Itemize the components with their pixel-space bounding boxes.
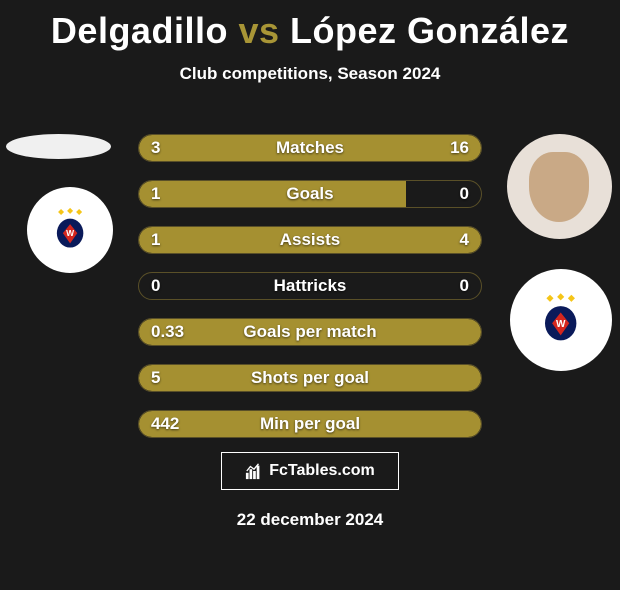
stat-label: Goals per match (139, 319, 481, 345)
stat-label: Goals (139, 181, 481, 207)
player2-club-crest: W (510, 269, 612, 371)
player2-name: López González (290, 10, 569, 51)
stat-row: 316Matches (138, 134, 482, 162)
stat-label: Matches (139, 135, 481, 161)
comparison-title: Delgadillo vs López González (0, 10, 620, 52)
stat-row: 14Assists (138, 226, 482, 254)
stat-label: Min per goal (139, 411, 481, 437)
player1-avatar (6, 134, 111, 159)
stat-row: 5Shots per goal (138, 364, 482, 392)
subtitle: Club competitions, Season 2024 (0, 64, 620, 84)
vs-text: vs (238, 10, 279, 51)
stat-row: 0.33Goals per match (138, 318, 482, 346)
club-crest-icon: W (532, 294, 589, 341)
date-text: 22 december 2024 (0, 510, 620, 530)
brand-logo-icon (245, 462, 263, 480)
stat-label: Shots per goal (139, 365, 481, 391)
player1-name: Delgadillo (51, 10, 228, 51)
player1-club-crest: W (27, 187, 113, 273)
stat-bars: 316Matches 10Goals 14Assists 00Hattricks 0.3… (138, 134, 482, 456)
stat-row: 10Goals (138, 180, 482, 208)
svg-text:W: W (66, 228, 74, 238)
stat-label: Assists (139, 227, 481, 253)
brand-badge: FcTables.com (221, 452, 399, 490)
player2-avatar (507, 134, 612, 239)
club-crest-icon: W (46, 208, 94, 248)
svg-text:W: W (556, 319, 566, 330)
stat-row: 00Hattricks (138, 272, 482, 300)
stat-row: 442Min per goal (138, 410, 482, 438)
stat-label: Hattricks (139, 273, 481, 299)
brand-text: FcTables.com (269, 462, 375, 480)
